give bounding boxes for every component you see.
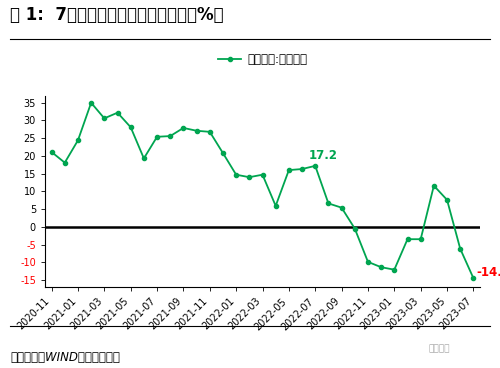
Text: 17.2: 17.2 [308,149,338,162]
Text: 明察宏观: 明察宏观 [428,344,450,353]
出口金额:当月同比 [167,134,173,138]
出口金额:当月同比 [312,164,318,168]
出口金额:当月同比 [48,150,54,154]
出口金额:当月同比 [418,237,424,241]
出口金额:当月同比 [404,237,410,241]
出口金额:当月同比 [141,156,147,160]
出口金额:当月同比 [431,184,437,188]
出口金额:当月同比 [246,175,252,179]
Text: -14.5: -14.5 [476,266,500,279]
出口金额:当月同比 [392,268,398,272]
出口金额:当月同比 [62,160,68,165]
出口金额:当月同比 [378,265,384,269]
出口金额:当月同比 [233,173,239,177]
出口金额:当月同比 [365,260,371,264]
出口金额:当月同比 [272,204,278,208]
出口金额:当月同比 [220,151,226,155]
Text: 资料来源：WIND，财信研究院: 资料来源：WIND，财信研究院 [10,351,120,364]
出口金额:当月同比 [444,198,450,202]
出口金额:当月同比 [75,138,81,142]
Text: 图 1:  7月份出口增速降幅继续扩大（%）: 图 1: 7月份出口增速降幅继续扩大（%） [10,6,224,24]
出口金额:当月同比 [194,128,200,133]
出口金额:当月同比 [338,205,344,210]
Line: 出口金额:当月同比: 出口金额:当月同比 [50,101,476,280]
出口金额:当月同比 [102,116,107,121]
出口金额:当月同比 [457,247,463,251]
出口金额:当月同比 [286,168,292,172]
出口金额:当月同比 [352,226,358,231]
出口金额:当月同比 [326,201,332,206]
出口金额:当月同比 [88,100,94,105]
出口金额:当月同比 [470,276,476,280]
出口金额:当月同比 [114,110,120,115]
Legend: 出口金额:当月同比: 出口金额:当月同比 [213,48,312,70]
出口金额:当月同比 [154,135,160,139]
出口金额:当月同比 [299,167,305,171]
出口金额:当月同比 [180,126,186,130]
出口金额:当月同比 [128,125,134,130]
出口金额:当月同比 [207,130,213,134]
出口金额:当月同比 [260,173,266,177]
